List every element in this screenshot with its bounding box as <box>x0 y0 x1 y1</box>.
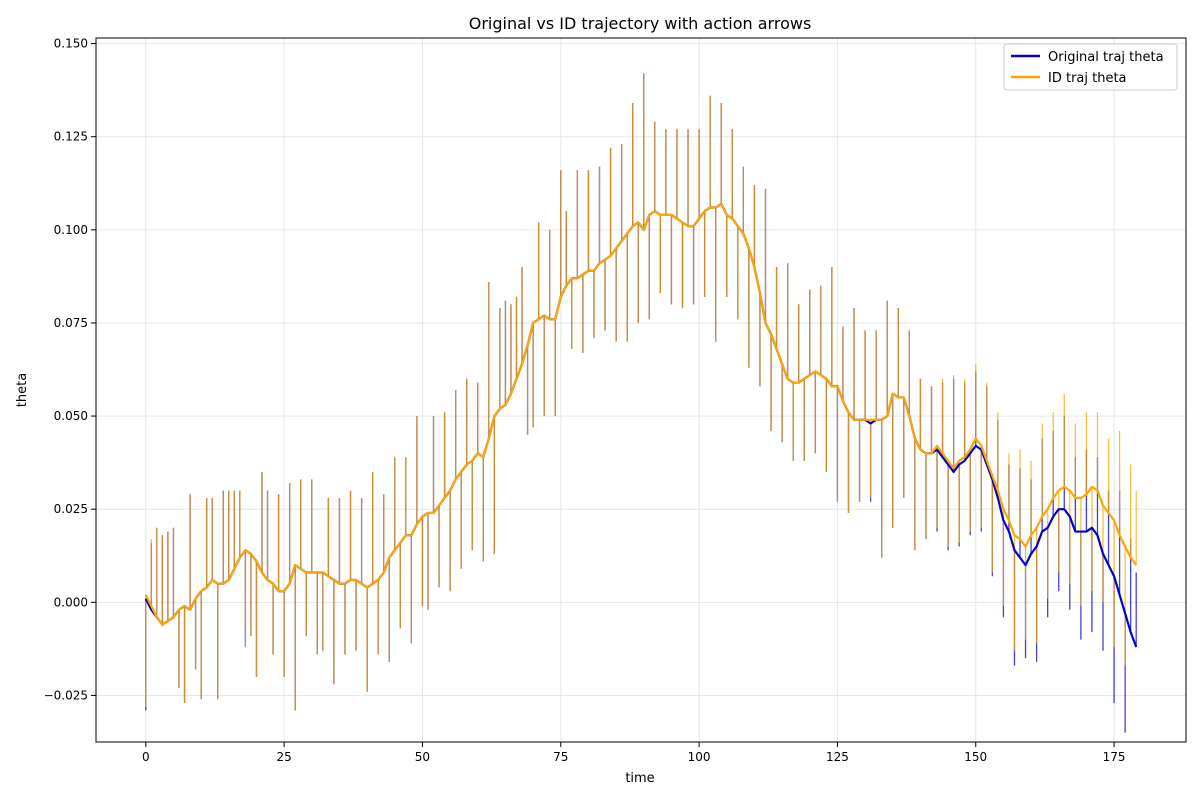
series-group <box>144 202 1138 648</box>
legend-label-id: ID traj theta <box>1048 71 1127 86</box>
x-tick-label: 175 <box>1103 750 1126 764</box>
legend-label-original: Original traj theta <box>1048 50 1164 65</box>
y-tick-label: 0.125 <box>54 130 88 144</box>
x-tick-label: 75 <box>553 750 568 764</box>
y-tick-label: 0.150 <box>54 37 88 51</box>
y-axis-label: theta <box>15 373 30 407</box>
chart-title: Original vs ID trajectory with action ar… <box>469 14 812 33</box>
y-tick-label: 0.050 <box>54 409 88 423</box>
x-axis-label: time <box>625 771 654 786</box>
x-tick-label: 100 <box>688 750 711 764</box>
x-tick-label: 150 <box>964 750 987 764</box>
y-axis-ticks: −0.025 0.000 0.025 0.050 0.075 0.100 0.125 0.15… <box>44 37 96 702</box>
y-tick-label: 0.075 <box>54 316 88 330</box>
plot-frame <box>95 37 1187 743</box>
y-tick-label: 0.025 <box>54 502 88 516</box>
x-tick-label: 25 <box>276 750 291 764</box>
y-tick-label: −0.025 <box>44 688 88 702</box>
x-tick-label: 0 <box>142 750 150 764</box>
x-tick-label: 125 <box>826 750 849 764</box>
y-tick-label: 0.100 <box>54 223 88 237</box>
series-line-id <box>144 202 1138 626</box>
legend-box <box>1003 43 1178 91</box>
action-arrows <box>145 73 1137 733</box>
x-axis-ticks: 0 25 50 75 100 125 150 175 <box>142 742 1126 764</box>
x-tick-label: 50 <box>415 750 430 764</box>
y-tick-label: 0.000 <box>54 595 88 609</box>
legend: Original traj theta ID traj theta <box>1003 43 1178 91</box>
